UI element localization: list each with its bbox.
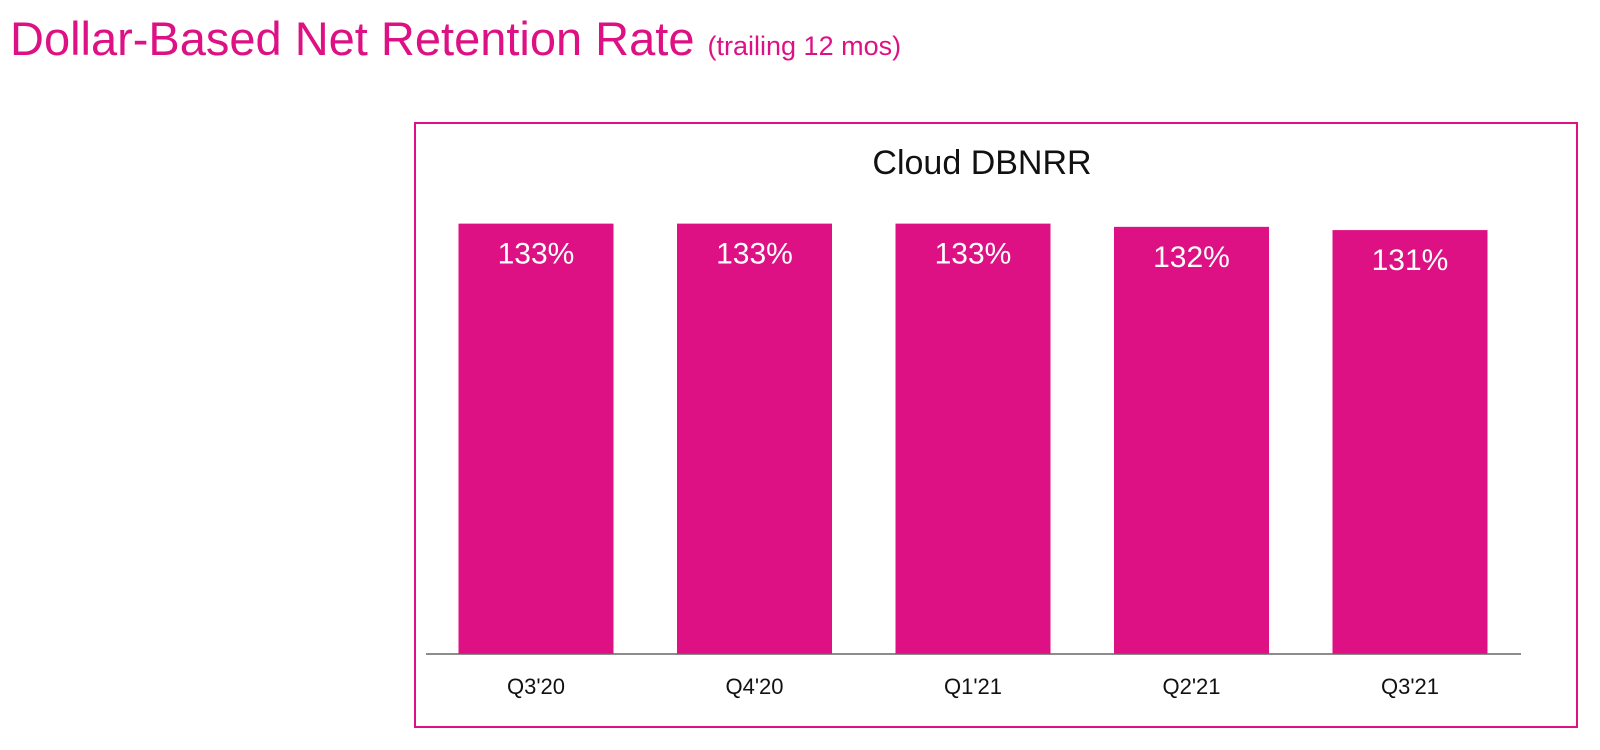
bar-value-label: 133%	[498, 238, 575, 271]
chart-panel: Cloud DBNRR 133% 133% 133% 132% 131% Q3'20 Q4…	[414, 122, 1578, 728]
bar-chart: Cloud DBNRR 133% 133% 133% 132% 131% Q3'20 Q4…	[426, 144, 1521, 699]
page-subtitle: (trailing 12 mos)	[707, 31, 902, 61]
chart-title: Cloud DBNRR	[872, 144, 1091, 182]
bar-value-label: 132%	[1153, 241, 1230, 274]
bar-q4-20	[677, 223, 832, 654]
bar-q3-21	[1332, 230, 1488, 654]
bar-value-label: 133%	[935, 238, 1012, 271]
x-tick-labels: Q3'20 Q4'20 Q1'21 Q2'21 Q3'21	[507, 674, 1439, 699]
bar-value-label: 133%	[716, 238, 793, 271]
bar-q1-21	[895, 223, 1051, 654]
x-tick-label: Q3'21	[1381, 674, 1439, 699]
x-tick-label: Q4'20	[725, 674, 783, 699]
bar-q2-21	[1114, 226, 1269, 654]
page-title: Dollar-Based Net Retention Rate (trailin…	[10, 10, 901, 75]
x-tick-label: Q2'21	[1162, 674, 1220, 699]
bar-q3-20	[458, 223, 614, 654]
x-tick-label: Q3'20	[507, 674, 565, 699]
bar-value-label: 131%	[1372, 244, 1449, 277]
page-title-text: Dollar-Based Net Retention Rate	[10, 12, 695, 65]
bars-group: 133% 133% 133% 132% 131%	[458, 223, 1488, 654]
x-tick-label: Q1'21	[944, 674, 1002, 699]
